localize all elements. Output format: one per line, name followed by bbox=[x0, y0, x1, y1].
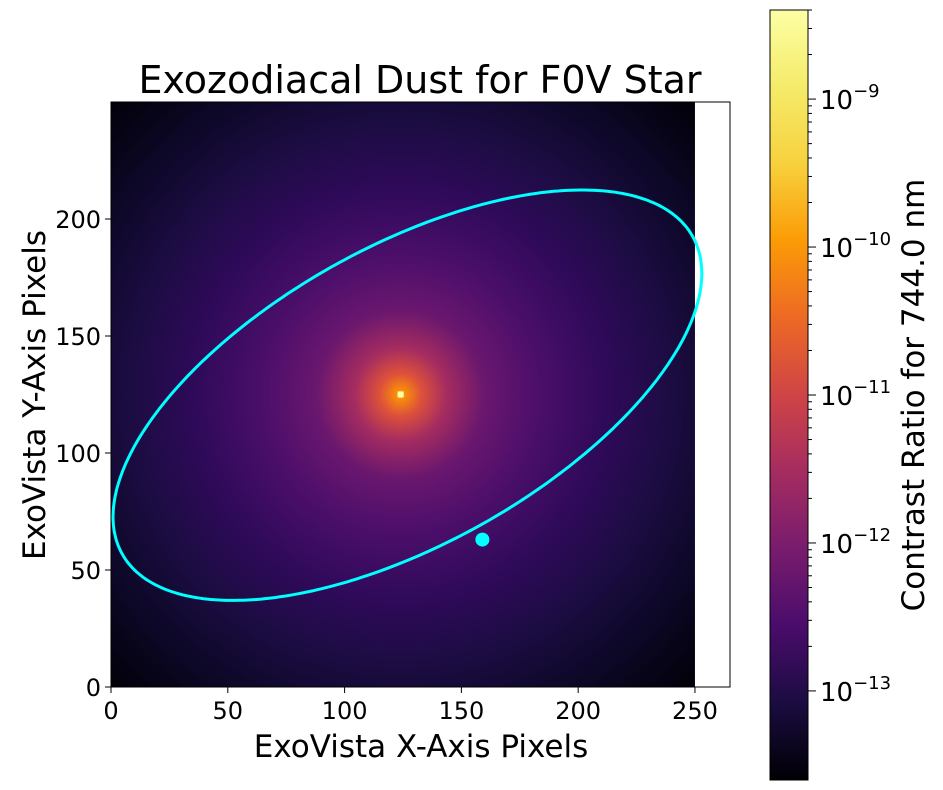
colorbar-tick-label: 10−13 bbox=[820, 673, 891, 708]
colorbar-tick-label: 10−10 bbox=[820, 229, 891, 264]
x-tick-label: 150 bbox=[438, 697, 484, 725]
x-tick-label: 200 bbox=[555, 697, 601, 725]
chart-title: Exozodiacal Dust for F0V Star bbox=[138, 58, 701, 102]
plot-area: 0 50 100 150 200 250 0 50 100 150 200 bbox=[55, 101, 731, 725]
y-axis-label: ExoVista Y-Axis Pixels bbox=[17, 230, 53, 560]
colorbar-tick-label: 10−9 bbox=[820, 81, 880, 116]
axes-frame bbox=[110, 101, 731, 688]
x-tick-label: 100 bbox=[322, 697, 368, 725]
y-tick-label: 0 bbox=[86, 674, 101, 702]
planet-marker bbox=[475, 532, 490, 547]
colorbar-label: Contrast Ratio for 744.0 nm bbox=[896, 179, 932, 612]
y-tick-label: 100 bbox=[55, 440, 101, 468]
colorbar-tick-label: 10−11 bbox=[820, 377, 891, 412]
colorbar-gradient-bar bbox=[769, 9, 809, 781]
colorbar-ticks: 10−9 10−10 10−11 10−12 10−13 bbox=[808, 9, 891, 708]
y-tick-label: 200 bbox=[55, 206, 101, 234]
x-axis-label: ExoVista X-Axis Pixels bbox=[254, 729, 588, 765]
y-tick-label: 150 bbox=[55, 323, 101, 351]
x-tick-label: 0 bbox=[103, 697, 118, 725]
colorbar: 10−9 10−10 10−11 10−12 10−13 Contrast Ratio … bbox=[769, 9, 932, 781]
x-tick-label: 250 bbox=[672, 697, 718, 725]
y-tick-label: 50 bbox=[70, 557, 101, 585]
star-peak bbox=[397, 391, 404, 398]
x-axis-ticks: 0 50 100 150 200 250 bbox=[103, 687, 718, 725]
y-axis-ticks: 0 50 100 150 200 bbox=[55, 206, 111, 702]
x-tick-label: 50 bbox=[213, 697, 244, 725]
overlay-layer bbox=[111, 188, 704, 602]
orbit-ellipse bbox=[111, 188, 704, 602]
colorbar-tick-label: 10−12 bbox=[820, 525, 891, 560]
